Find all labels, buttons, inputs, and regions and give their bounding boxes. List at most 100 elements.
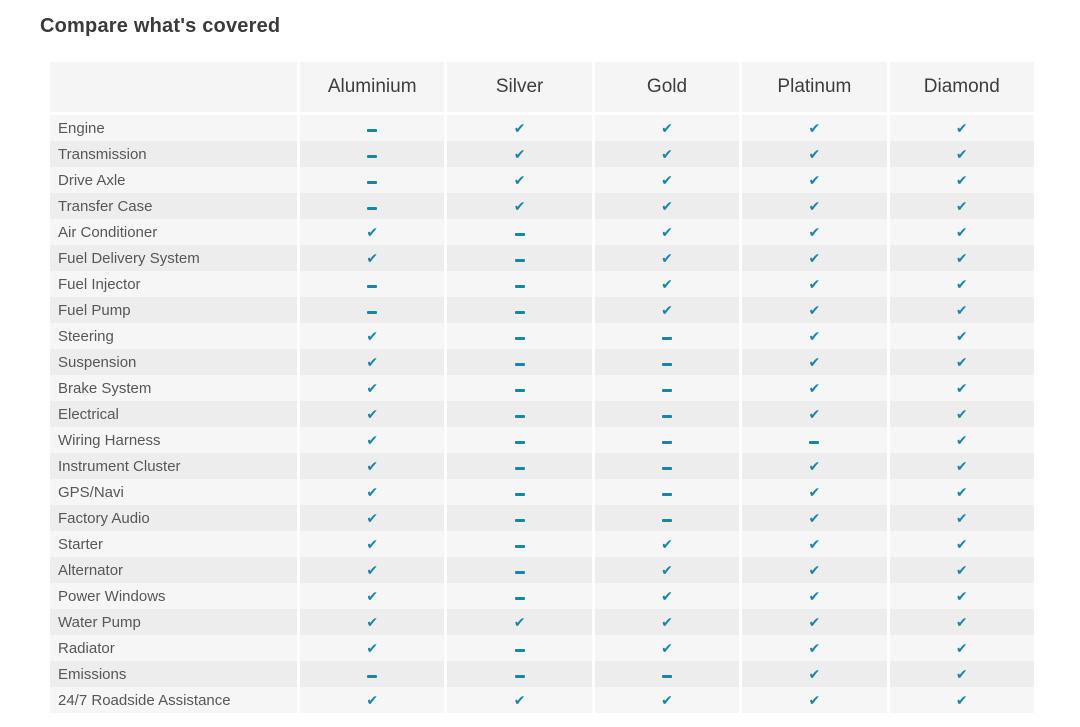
check-icon: ✔ [889,609,1034,635]
check-icon: ✔ [594,531,740,557]
check-icon: ✔ [447,687,592,713]
check-icon: ✔ [742,583,887,609]
check-icon: ✔ [742,635,887,661]
dash-icon [447,583,592,609]
check-icon: ✔ [889,427,1034,453]
dash-icon [447,427,592,453]
check-icon: ✔ [742,141,887,167]
check-icon: ✔ [594,271,740,297]
check-icon: ✔ [594,635,740,661]
table-row: GPS/Navi ✔ ✔ ✔ [50,479,1034,505]
coverage-table: Aluminium Silver Gold Platinum Diamond E… [50,62,1034,713]
row-label: GPS/Navi [50,479,297,505]
dash-icon [594,375,740,401]
dash-icon [447,635,592,661]
dash-icon [300,115,445,141]
row-label: Instrument Cluster [50,453,297,479]
dash-icon [447,375,592,401]
dash-icon [594,661,740,687]
table-header-row: Aluminium Silver Gold Platinum Diamond [50,62,1034,112]
dash-icon [594,505,740,531]
check-icon: ✔ [889,115,1034,141]
check-icon: ✔ [594,219,740,245]
dash-icon [594,479,740,505]
check-icon: ✔ [889,635,1034,661]
dash-icon [300,167,445,193]
check-icon: ✔ [594,245,740,271]
dash-icon [300,271,445,297]
table-row: 24/7 Roadside Assistance ✔ ✔ ✔ ✔ ✔ [50,687,1034,713]
check-icon: ✔ [300,375,445,401]
check-icon: ✔ [447,167,592,193]
row-label: Electrical [50,401,297,427]
check-icon: ✔ [742,115,887,141]
table-row: Steering ✔ ✔ ✔ [50,323,1034,349]
check-icon: ✔ [742,557,887,583]
dash-icon [447,661,592,687]
dash-icon [447,271,592,297]
check-icon: ✔ [300,505,445,531]
check-icon: ✔ [300,635,445,661]
row-label: Brake System [50,375,297,401]
table-row: Factory Audio ✔ ✔ ✔ [50,505,1034,531]
check-icon: ✔ [300,531,445,557]
dash-icon [447,453,592,479]
dash-icon [447,531,592,557]
check-icon: ✔ [300,219,445,245]
table-row: Transmission ✔ ✔ ✔ ✔ [50,141,1034,167]
row-label: Drive Axle [50,167,297,193]
check-icon: ✔ [889,505,1034,531]
check-icon: ✔ [300,479,445,505]
row-label: Fuel Delivery System [50,245,297,271]
table-row: Instrument Cluster ✔ ✔ ✔ [50,453,1034,479]
check-icon: ✔ [742,193,887,219]
check-icon: ✔ [447,193,592,219]
column-header-gold: Gold [594,62,740,112]
row-label: Transmission [50,141,297,167]
page-title: Compare what's covered [40,15,281,37]
check-icon: ✔ [300,401,445,427]
check-icon: ✔ [889,167,1034,193]
dash-icon [300,141,445,167]
dash-icon [447,323,592,349]
table-row: Drive Axle ✔ ✔ ✔ ✔ [50,167,1034,193]
check-icon: ✔ [447,609,592,635]
check-icon: ✔ [742,505,887,531]
row-label: Fuel Injector [50,271,297,297]
dash-icon [300,193,445,219]
table-row: Wiring Harness ✔ ✔ [50,427,1034,453]
check-icon: ✔ [889,479,1034,505]
table-row: Electrical ✔ ✔ ✔ [50,401,1034,427]
check-icon: ✔ [742,323,887,349]
check-icon: ✔ [889,219,1034,245]
check-icon: ✔ [889,687,1034,713]
check-icon: ✔ [889,323,1034,349]
check-icon: ✔ [889,557,1034,583]
row-label: Fuel Pump [50,297,297,323]
check-icon: ✔ [300,687,445,713]
dash-icon [447,557,592,583]
dash-icon [594,323,740,349]
table-body: Engine ✔ ✔ ✔ ✔ Transmission ✔ ✔ ✔ ✔ Drive Axle ✔ ✔ ✔ ✔… [50,115,1034,713]
check-icon: ✔ [742,453,887,479]
table-row: Power Windows ✔ ✔ ✔ ✔ [50,583,1034,609]
check-icon: ✔ [742,661,887,687]
check-icon: ✔ [300,245,445,271]
check-icon: ✔ [594,557,740,583]
row-label: Transfer Case [50,193,297,219]
dash-icon [742,427,887,453]
row-label: Alternator [50,557,297,583]
check-icon: ✔ [742,271,887,297]
dash-icon [300,297,445,323]
check-icon: ✔ [300,557,445,583]
table-row: Starter ✔ ✔ ✔ ✔ [50,531,1034,557]
table-row: Alternator ✔ ✔ ✔ ✔ [50,557,1034,583]
dash-icon [447,479,592,505]
row-label: Suspension [50,349,297,375]
check-icon: ✔ [300,427,445,453]
column-header-silver: Silver [447,62,592,112]
column-header-platinum: Platinum [742,62,887,112]
check-icon: ✔ [742,219,887,245]
check-icon: ✔ [889,401,1034,427]
check-icon: ✔ [742,167,887,193]
